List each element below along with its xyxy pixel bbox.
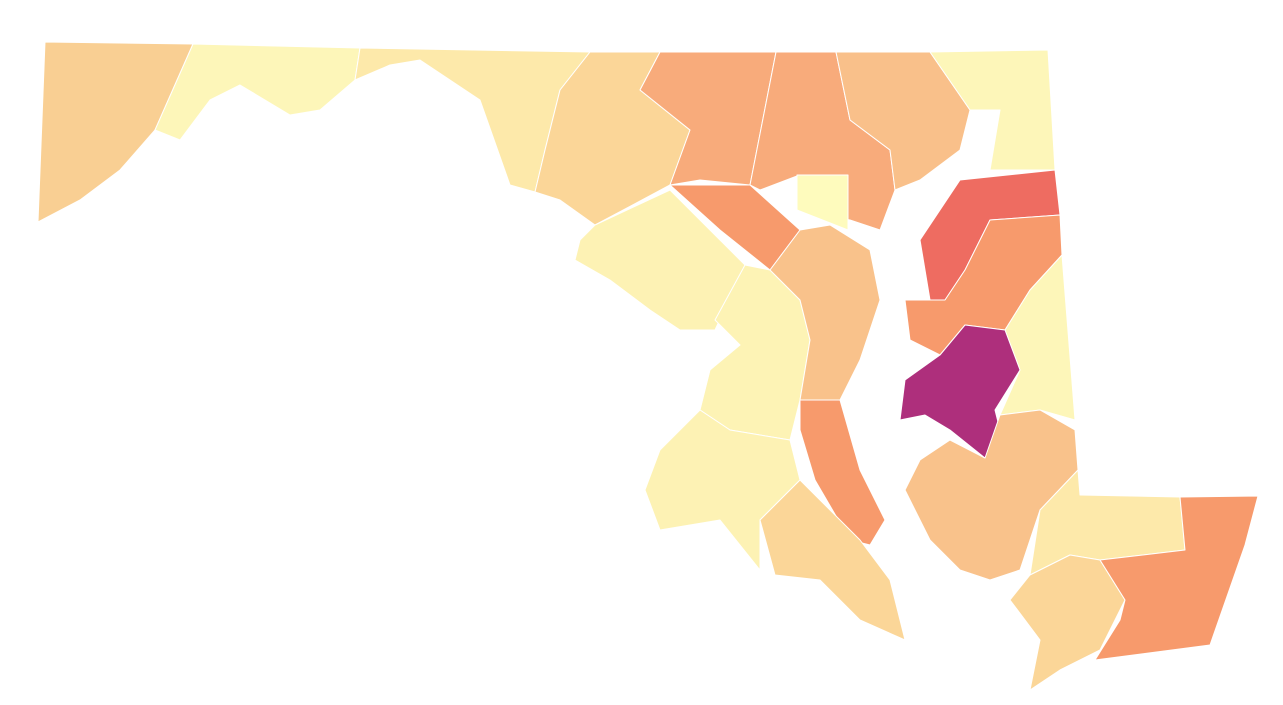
county	[904, 409, 1079, 581]
county	[1094, 495, 1259, 661]
county	[796, 174, 849, 231]
county	[759, 479, 906, 641]
county	[1009, 554, 1126, 691]
county	[799, 399, 886, 546]
county	[899, 324, 1021, 459]
county	[574, 189, 746, 331]
county	[999, 254, 1076, 421]
county	[644, 409, 801, 571]
county	[929, 49, 1056, 171]
county	[769, 224, 881, 401]
